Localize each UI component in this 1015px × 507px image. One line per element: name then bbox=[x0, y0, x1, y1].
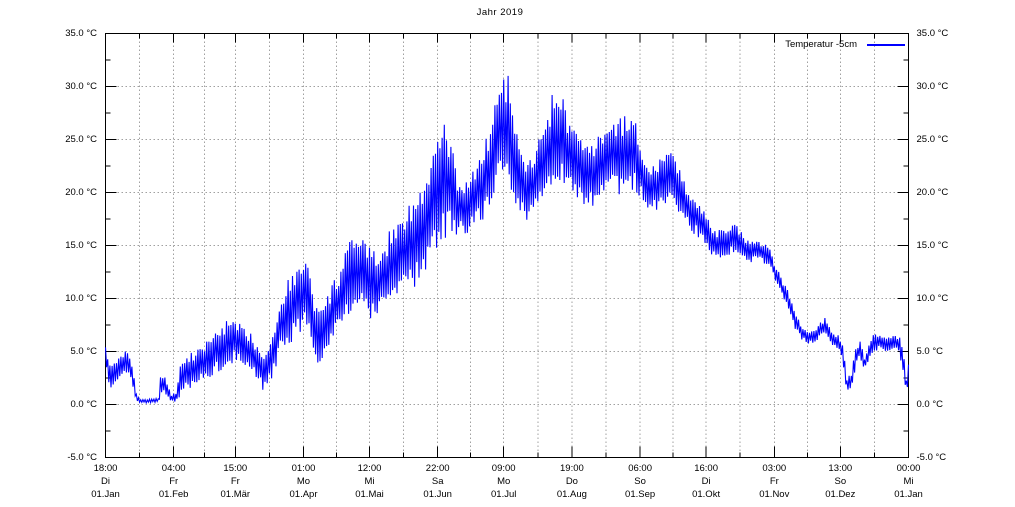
x-axis-tick-time: 12:00 bbox=[357, 462, 382, 474]
x-axis-tick-weekday: Mi bbox=[364, 475, 375, 487]
y-axis-tick-label-left: 10.0 °C bbox=[65, 293, 97, 304]
x-axis-tick-time: 15:00 bbox=[223, 462, 248, 474]
x-axis-tick-weekday: Do bbox=[565, 475, 578, 487]
y-axis-tick-label-right: 0.0 °C bbox=[916, 399, 944, 410]
x-axis-tick-group: 16:00 Di 01.Okt bbox=[670, 462, 742, 501]
x-axis-tick-date: 01.Dez bbox=[825, 488, 856, 500]
x-axis-tick-weekday: Mi bbox=[903, 475, 914, 487]
x-axis-tick-date: 01.Jan bbox=[894, 488, 923, 500]
x-axis-tick-weekday: Fr bbox=[769, 475, 779, 487]
x-axis-tick-group: 01:00 Mo 01.Apr bbox=[268, 462, 340, 501]
x-axis-tick-weekday: Di bbox=[701, 475, 711, 487]
x-axis-tick-group: 04:00 Fr 01.Feb bbox=[138, 462, 210, 501]
x-axis-tick-group: 19:00 Do 01.Aug bbox=[536, 462, 608, 501]
y-axis-tick-label-right: 5.0 °C bbox=[916, 346, 944, 357]
x-axis-tick-date: 01.Mär bbox=[220, 488, 251, 500]
x-axis-tick-group: 12:00 Mi 01.Mai bbox=[334, 462, 406, 501]
x-axis-tick-group: 22:00 Sa 01.Jun bbox=[402, 462, 474, 501]
x-axis-tick-time: 03:00 bbox=[762, 462, 787, 474]
x-axis-tick-weekday: Fr bbox=[230, 475, 240, 487]
y-axis-tick-label-right: 20.0 °C bbox=[916, 187, 949, 198]
x-axis-tick-weekday: Mo bbox=[497, 475, 511, 487]
y-axis-tick-label-right: 35.0 °C bbox=[916, 28, 949, 39]
x-axis-tick-weekday: Di bbox=[101, 475, 110, 487]
x-axis-tick-weekday: Mo bbox=[296, 475, 311, 487]
x-axis-tick-group: 06:00 So 01.Sep bbox=[604, 462, 676, 501]
x-axis-tick-weekday: Fr bbox=[169, 475, 179, 487]
legend-label: Temperatur -5cm bbox=[785, 39, 857, 50]
x-axis-tick-time: 00:00 bbox=[896, 462, 921, 474]
y-axis-tick-label-left: 25.0 °C bbox=[65, 134, 97, 145]
plot-border bbox=[105, 33, 909, 458]
y-axis-tick-label-left: -5.0 °C bbox=[67, 452, 97, 463]
x-axis-tick-date: 01.Nov bbox=[759, 488, 790, 500]
y-axis-tick-label-right: -5.0 °C bbox=[916, 452, 947, 463]
x-axis-tick-time: 13:00 bbox=[828, 462, 853, 474]
y-axis-tick-label-left: 30.0 °C bbox=[65, 81, 97, 92]
x-axis-tick-group: 13:00 So 01.Dez bbox=[804, 462, 876, 501]
x-axis-tick-time: 01:00 bbox=[291, 462, 316, 474]
temperature-series-path bbox=[104, 75, 910, 405]
y-axis-tick-label-right: 15.0 °C bbox=[916, 240, 949, 251]
y-axis-tick-label-left: 20.0 °C bbox=[65, 187, 97, 198]
y-axis-tick-label-right: 25.0 °C bbox=[916, 134, 949, 145]
x-axis-tick-time: 06:00 bbox=[628, 462, 652, 474]
x-axis-tick-time: 18:00 bbox=[93, 462, 118, 474]
legend: Temperatur -5cm bbox=[785, 39, 905, 50]
x-axis-tick-group: 09:00 Mo 01.Jul bbox=[468, 462, 540, 501]
x-axis-tick-date: 01.Okt bbox=[692, 488, 721, 500]
x-axis-tick-time: 19:00 bbox=[560, 462, 584, 474]
x-axis-tick-date: 01.Mai bbox=[355, 488, 384, 500]
y-axis-tick-label-right: 30.0 °C bbox=[916, 81, 949, 92]
y-axis-tick-label-left: 15.0 °C bbox=[65, 240, 97, 251]
x-axis-tick-date: 01.Aug bbox=[556, 488, 587, 500]
y-axis-tick-label-left: 35.0 °C bbox=[65, 28, 97, 39]
x-axis-tick-date: 01.Jan bbox=[91, 488, 120, 500]
x-axis-tick-time: 22:00 bbox=[425, 462, 450, 474]
y-axis-tick-label-right: 10.0 °C bbox=[916, 293, 949, 304]
legend-line-sample bbox=[867, 43, 905, 46]
x-axis-tick-date: 01.Feb bbox=[158, 488, 189, 500]
x-axis-tick-date: 01.Sep bbox=[625, 488, 656, 500]
x-axis-tick-group: 15:00 Fr 01.Mär bbox=[199, 462, 271, 501]
chart-title: Jahr 2019 bbox=[476, 7, 524, 18]
x-axis-tick-group: 18:00 Di 01.Jan bbox=[70, 462, 142, 501]
x-axis-tick-time: 16:00 bbox=[694, 462, 718, 474]
x-axis-tick-date: 01.Apr bbox=[289, 488, 318, 500]
x-axis-tick-weekday: So bbox=[834, 475, 847, 487]
x-axis-tick-date: 01.Jul bbox=[491, 488, 517, 500]
y-axis-tick-label-left: 0.0 °C bbox=[70, 399, 97, 410]
x-axis-tick-date: 01.Jun bbox=[423, 488, 452, 500]
x-axis-tick-weekday: So bbox=[634, 475, 646, 487]
x-axis-tick-time: 04:00 bbox=[161, 462, 186, 474]
x-axis-tick-group: 00:00 Mi 01.Jan bbox=[873, 462, 945, 501]
x-axis-tick-weekday: Sa bbox=[431, 475, 444, 487]
y-axis-tick-label-left: 5.0 °C bbox=[70, 346, 97, 357]
x-axis-tick-group: 03:00 Fr 01.Nov bbox=[738, 462, 810, 501]
x-axis-tick-time: 09:00 bbox=[491, 462, 516, 474]
